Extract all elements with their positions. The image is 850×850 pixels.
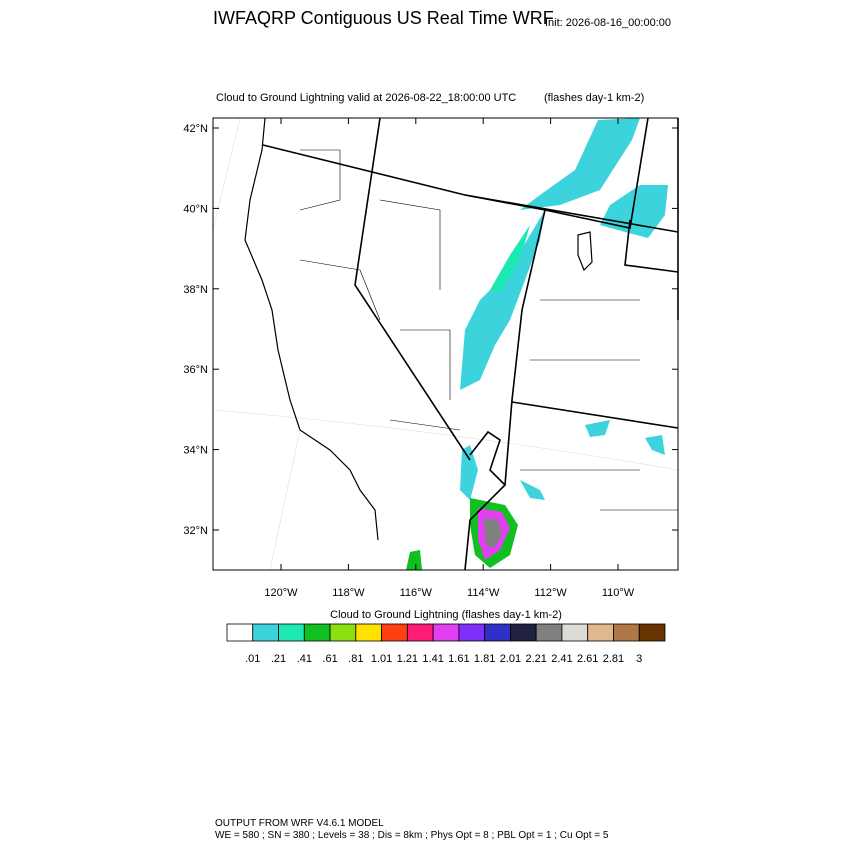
colorbar-label: 2.01 [500, 653, 521, 665]
colorbar-box [561, 623, 589, 642]
colorbar: Cloud to Ground Lightning (flashes day-1… [226, 609, 666, 665]
map-background [213, 118, 678, 570]
colorbar-box [303, 623, 331, 642]
graticule [212, 117, 679, 571]
colorbar-box [613, 623, 640, 642]
lightning-area [460, 445, 478, 500]
coastline [244, 117, 593, 541]
lat-tick-label: 38°N [183, 284, 208, 296]
colorbar-label: 1.01 [371, 653, 392, 665]
colorbar-label: 2.61 [577, 653, 598, 665]
lon-tick-label: 118°W [332, 587, 365, 599]
colorbar-title: Cloud to Ground Lightning (flashes day-1… [330, 609, 562, 621]
colorbar-label: 3 [636, 653, 642, 665]
lon-tick-label: 116°W [400, 587, 433, 599]
colorbar-box [458, 623, 486, 642]
colorbar-label: 1.21 [397, 653, 418, 665]
lightning-area [645, 435, 665, 455]
lightning-area [520, 480, 545, 500]
colorbar-box [355, 623, 382, 642]
map-subtitle: Cloud to Ground Lightning valid at 2026-… [216, 92, 516, 104]
lightning-area [520, 118, 640, 210]
map-units: (flashes day-1 km-2) [544, 92, 644, 104]
colorbar-box [381, 623, 408, 642]
colorbar-label: .01 [245, 653, 260, 665]
colorbar-label: .41 [297, 653, 312, 665]
lat-tick-label: 34°N [183, 445, 208, 457]
colorbar-box [329, 623, 357, 642]
colorbar-box [406, 623, 434, 642]
init-time: Init: 2026-08-16_00:00:00 [545, 17, 671, 29]
colorbar-label: 2.41 [551, 653, 572, 665]
lat-tick-label: 42°N [183, 123, 208, 135]
colorbar-box [638, 623, 666, 642]
colorbar-box [484, 623, 511, 642]
colorbar-box [587, 623, 614, 642]
lightning-area [406, 550, 422, 570]
colorbar-label: 1.41 [422, 653, 443, 665]
colorbar-box [252, 623, 279, 642]
county-lines [299, 149, 678, 511]
colorbar-label: 1.81 [474, 653, 495, 665]
lon-tick-label: 120°W [264, 587, 298, 599]
colorbar-label: .21 [271, 653, 286, 665]
lat-tick-label: 36°N [183, 364, 208, 376]
colorbar-label: .61 [322, 653, 337, 665]
lon-tick-label: 112°W [534, 587, 567, 599]
colorbar-label: 2.81 [603, 653, 624, 665]
footer-line: WE = 580 ; SN = 380 ; Levels = 38 ; Dis … [215, 830, 609, 841]
lightning-area [484, 518, 502, 548]
colorbar-label: 1.61 [448, 653, 469, 665]
colorbar-box [535, 623, 563, 642]
colorbar-label: 2.21 [525, 653, 546, 665]
map-area [212, 117, 679, 571]
lat-tick-label: 32°N [183, 525, 208, 537]
lightning-area [585, 420, 610, 437]
lightning-area [460, 210, 545, 390]
state-borders [262, 117, 679, 571]
lightning-area [490, 225, 530, 292]
lat-tick-label: 40°N [183, 203, 208, 215]
lon-tick-label: 110°W [602, 587, 635, 599]
colorbar-box [226, 623, 254, 642]
colorbar-label: .81 [348, 653, 363, 665]
lon-tick-label: 114°W [467, 587, 500, 599]
map-frame [212, 117, 679, 571]
colorbar-box [510, 623, 537, 642]
lightning-field [406, 118, 668, 570]
footer-line: OUTPUT FROM WRF V4.6.1 MODEL [215, 818, 384, 829]
colorbar-box [278, 623, 305, 642]
colorbar-box [432, 623, 460, 642]
title: IWFAQRP Contiguous US Real Time WRF [213, 8, 554, 28]
